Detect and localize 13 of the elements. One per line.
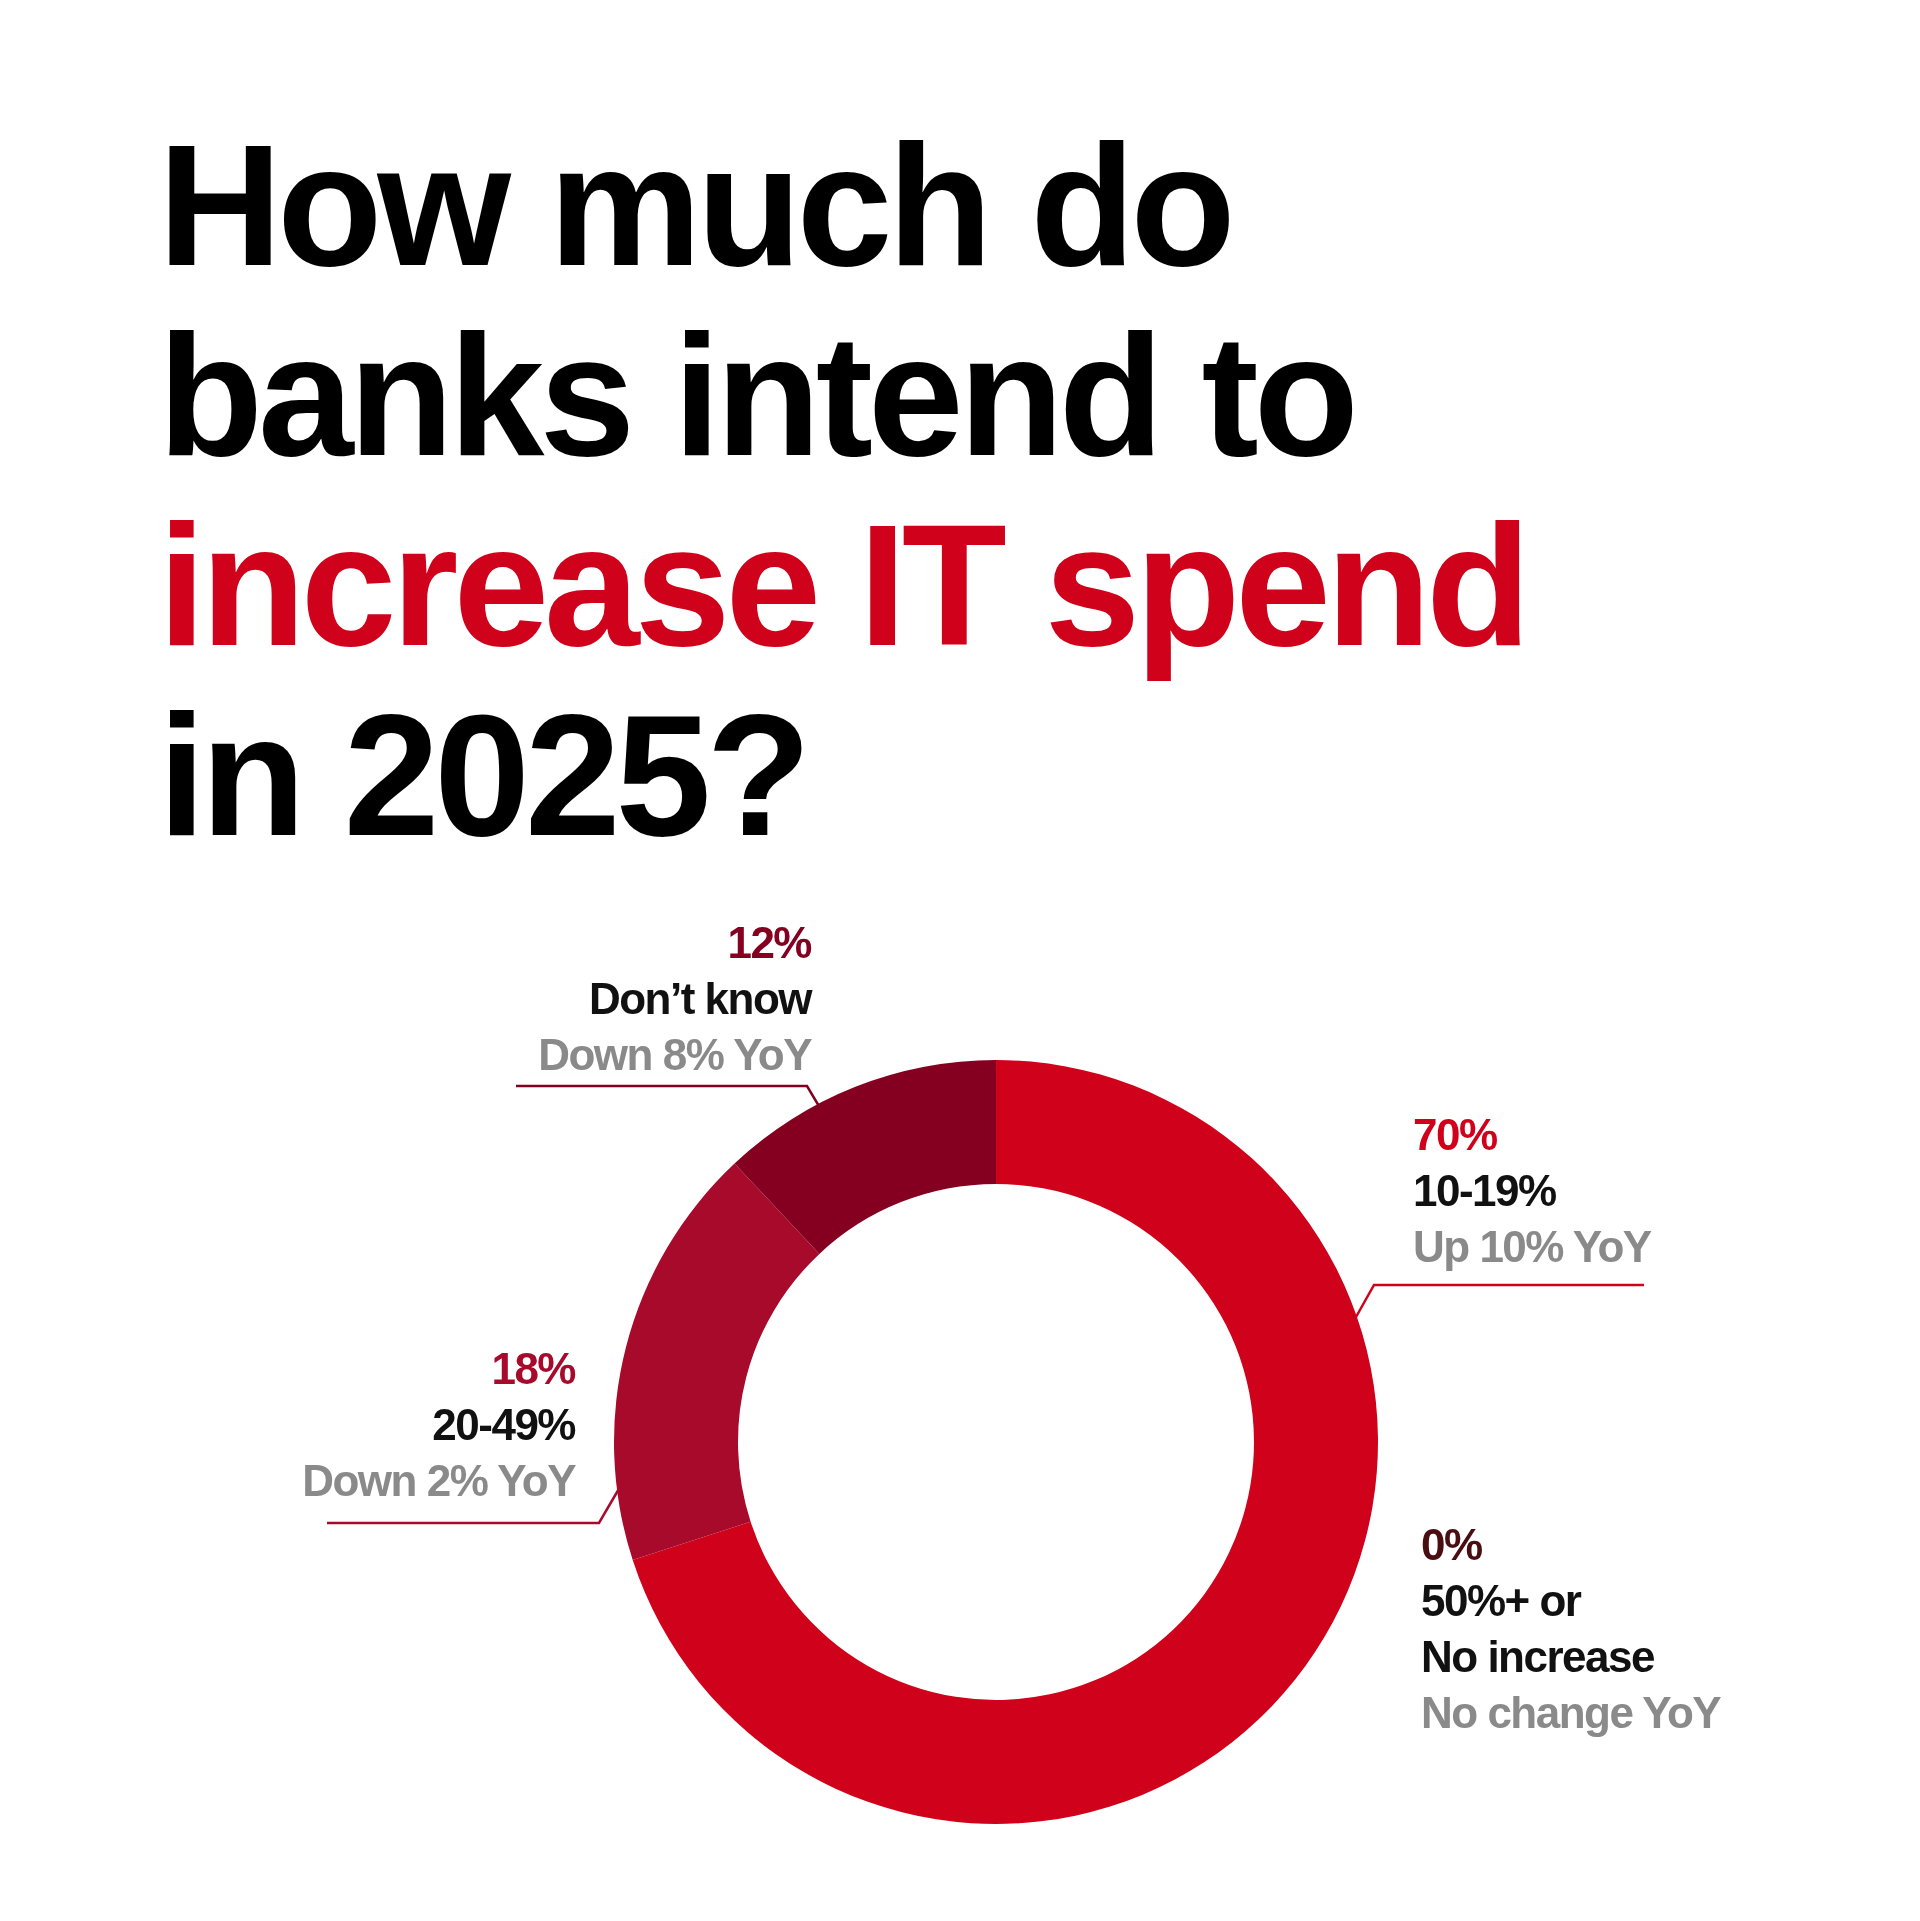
data-label: 70% bbox=[1413, 1110, 1497, 1159]
text: Down 8% YoY bbox=[538, 1030, 813, 1079]
data-label: 12% bbox=[727, 918, 812, 967]
data-label: 18% bbox=[491, 1344, 576, 1393]
text: 0% bbox=[1421, 1520, 1482, 1569]
slice-label: Don’t know bbox=[588, 974, 814, 1023]
text: Down 2% YoY bbox=[302, 1456, 577, 1505]
category-label: 50%+ or No increase bbox=[1421, 1576, 1654, 1681]
text: No change YoY bbox=[1421, 1688, 1722, 1737]
slice-label: 20-49% bbox=[432, 1400, 576, 1449]
slice-label: 10-19% bbox=[1413, 1166, 1557, 1215]
text: Up 10% YoY bbox=[1413, 1222, 1652, 1271]
chart-title: How much do banks intend to increase IT spend in 2025? bbox=[158, 109, 1527, 871]
